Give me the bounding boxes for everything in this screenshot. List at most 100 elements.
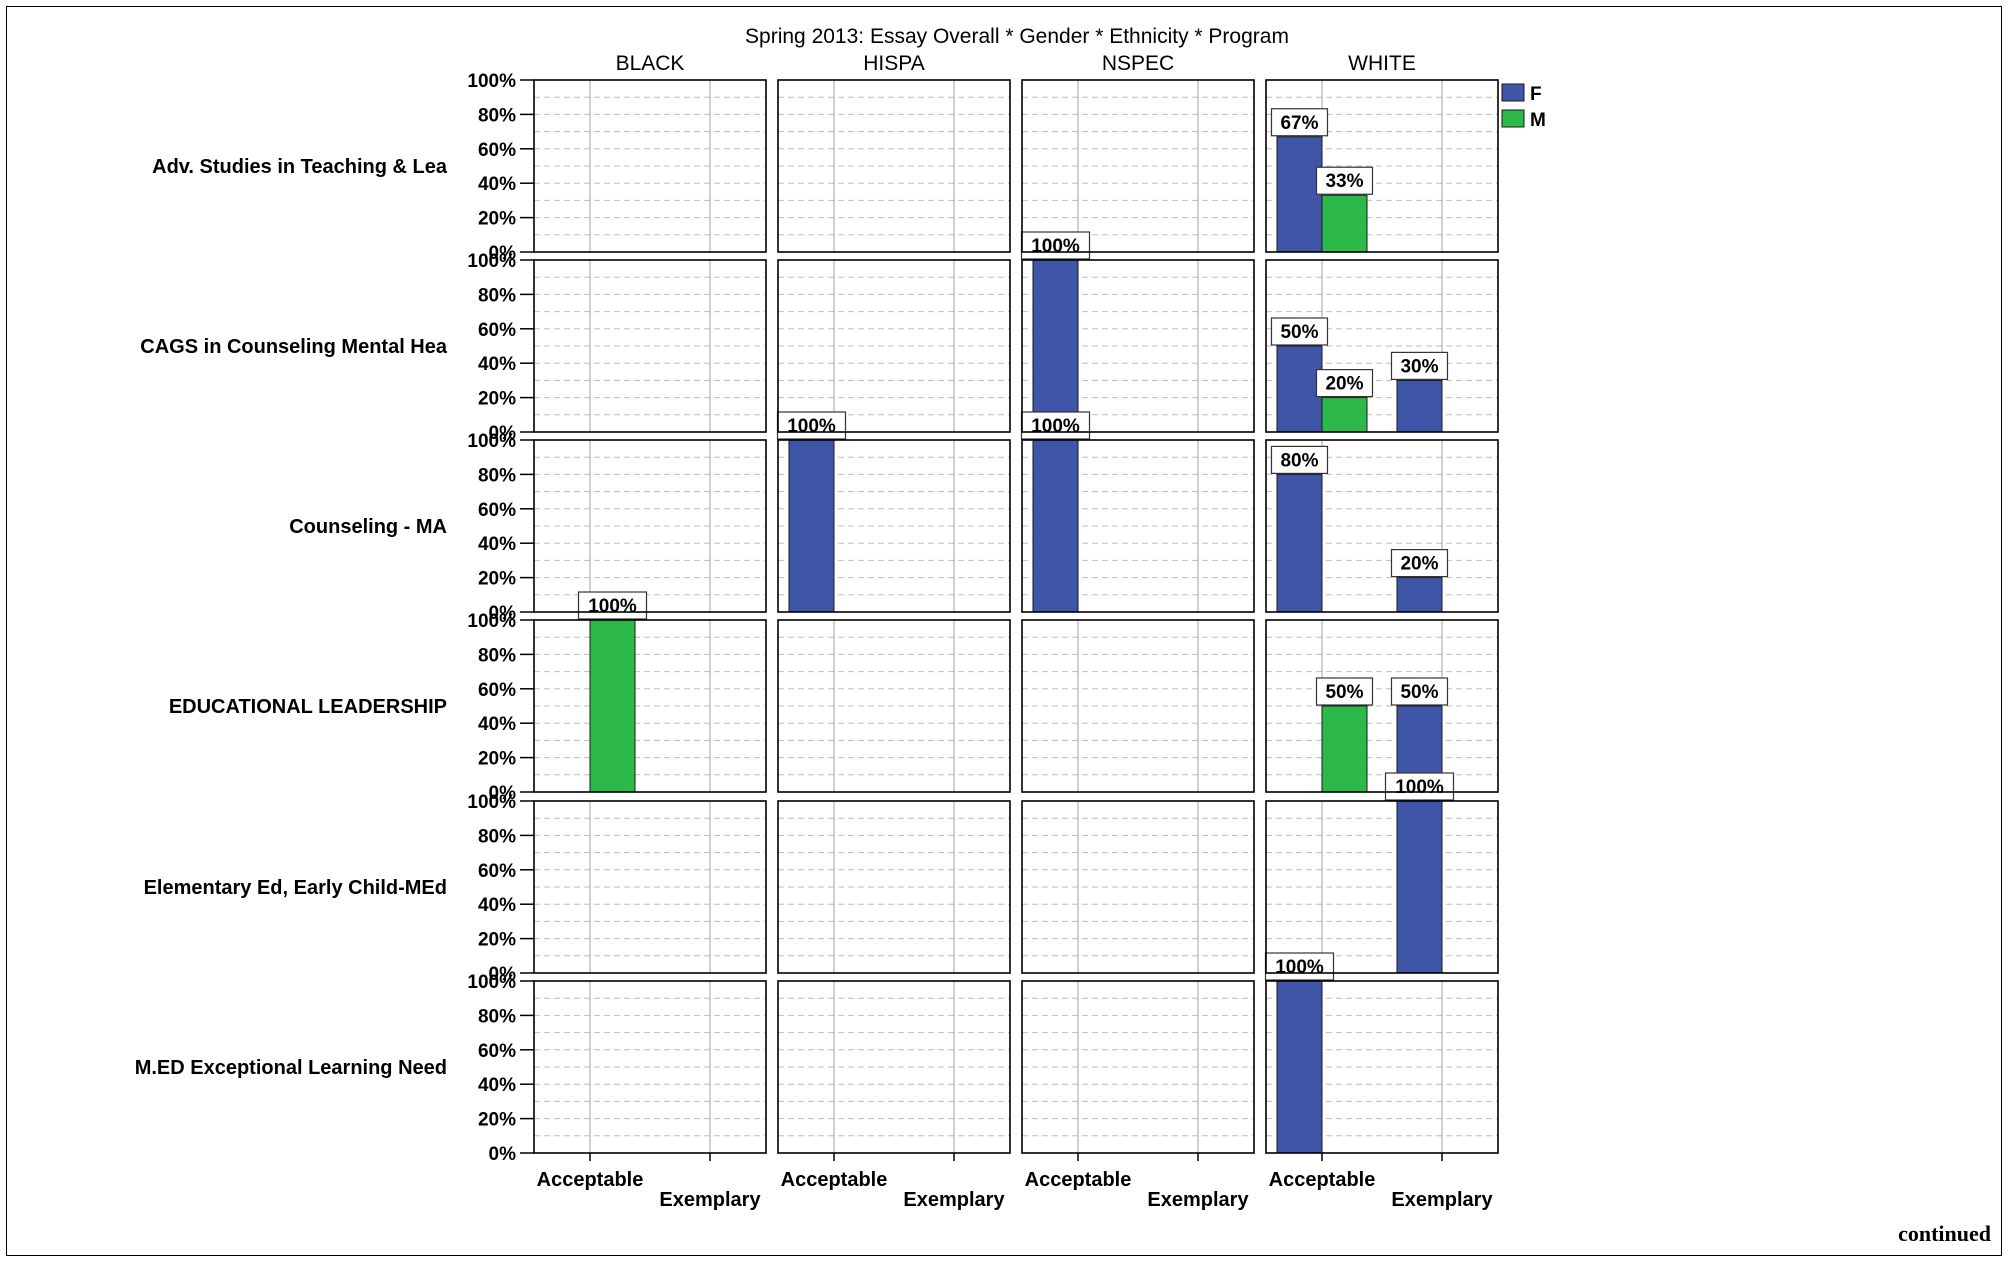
data-label-box xyxy=(1020,411,1091,440)
data-label: 20% xyxy=(1400,554,1438,575)
bar xyxy=(1321,194,1368,253)
bar xyxy=(1276,980,1323,1154)
row-label: M.ED Exceptional Learning Need xyxy=(135,1057,447,1079)
y-tick-label: 40% xyxy=(478,174,516,195)
panel-border xyxy=(1021,439,1255,613)
bar xyxy=(1396,800,1443,974)
data-label-box xyxy=(1270,317,1329,346)
data-label-box xyxy=(1315,369,1374,398)
data-label-box xyxy=(1270,108,1329,137)
panel-border xyxy=(1265,439,1499,613)
row-label: EDUCATIONAL LEADERSHIP xyxy=(169,696,447,718)
panel-border xyxy=(533,439,767,613)
y-tick-label: 0% xyxy=(489,243,517,264)
data-label: 100% xyxy=(1031,416,1080,437)
panel-grid xyxy=(534,80,1498,1153)
y-tick-label: 0% xyxy=(489,423,517,444)
bar xyxy=(1321,705,1368,793)
data-label: 67% xyxy=(1280,113,1318,134)
panel-border xyxy=(1265,980,1499,1154)
data-label-box xyxy=(1270,445,1329,474)
data-label: 20% xyxy=(1325,374,1363,395)
bar xyxy=(1032,259,1079,433)
column-header-hispa: HISPA xyxy=(863,52,924,75)
data-label-box xyxy=(1315,166,1374,195)
row-label: Elementary Ed, Early Child-MEd xyxy=(144,877,447,899)
bar xyxy=(1276,136,1323,253)
data-label: 30% xyxy=(1400,356,1438,377)
legend: FM xyxy=(1501,83,1546,131)
y-tick-label: 40% xyxy=(478,534,516,555)
y-tick-label: 40% xyxy=(478,1075,516,1096)
bar xyxy=(1276,345,1323,433)
data-label: 50% xyxy=(1400,682,1438,703)
data-label: 100% xyxy=(787,416,836,437)
panel-border xyxy=(533,259,767,433)
data-label: 100% xyxy=(1031,236,1080,257)
y-tick-label: 60% xyxy=(478,500,516,521)
y-tick-label: 60% xyxy=(478,861,516,882)
y-tick-label: 80% xyxy=(478,645,516,666)
x-category-label: Acceptable xyxy=(1269,1169,1376,1191)
panel-border xyxy=(1265,800,1499,974)
data-label-box xyxy=(1384,772,1455,801)
y-tick-label: 20% xyxy=(478,1110,516,1131)
x-category-label: Exemplary xyxy=(1391,1189,1493,1211)
data-label-box xyxy=(776,411,847,440)
panel-border xyxy=(533,980,767,1154)
data-label: 100% xyxy=(1275,957,1324,978)
y-tick-label: 40% xyxy=(478,714,516,735)
data-label: 80% xyxy=(1280,450,1318,471)
panel-border xyxy=(533,800,767,974)
data-label-box xyxy=(577,591,648,620)
y-tick-label: 0% xyxy=(489,783,517,804)
data-label-box xyxy=(1390,351,1449,380)
panel-border xyxy=(777,439,1011,613)
panel-border xyxy=(777,79,1011,253)
data-label: 100% xyxy=(1395,777,1444,798)
column-header-black: BLACK xyxy=(616,52,685,75)
panel-border xyxy=(777,800,1011,974)
y-tick-label: 0% xyxy=(489,1144,517,1165)
data-label-box xyxy=(1315,677,1374,706)
data-label-box xyxy=(1264,952,1335,981)
y-tick-label: 60% xyxy=(478,1041,516,1062)
continued-note: continued xyxy=(1898,1221,1991,1246)
row-label: CAGS in Counseling Mental Hea xyxy=(140,336,448,358)
panel-border xyxy=(533,79,767,253)
column-header-nspec: NSPEC xyxy=(1102,52,1174,75)
legend-swatch-f xyxy=(1501,83,1525,102)
page-frame xyxy=(6,6,2002,1256)
bar xyxy=(1032,439,1079,613)
y-tick-label: 20% xyxy=(478,749,516,770)
y-tick-label: 100% xyxy=(467,251,516,272)
x-category-label: Acceptable xyxy=(1025,1169,1132,1191)
y-tick-label: 100% xyxy=(467,611,516,632)
panel-border xyxy=(1265,79,1499,253)
data-label: 100% xyxy=(588,596,637,617)
panel-border xyxy=(777,259,1011,433)
legend-label-f: F xyxy=(1530,84,1542,105)
bar xyxy=(1396,379,1443,433)
y-tick-label: 20% xyxy=(478,569,516,590)
data-label: 50% xyxy=(1280,322,1318,343)
y-tick-label: 0% xyxy=(489,603,517,624)
legend-label-m: M xyxy=(1530,110,1546,131)
panel-border xyxy=(777,980,1011,1154)
y-tick-label: 100% xyxy=(467,792,516,813)
x-category-label: Acceptable xyxy=(781,1169,888,1191)
y-tick-label: 100% xyxy=(467,71,516,92)
y-tick-label: 80% xyxy=(478,285,516,306)
y-tick-label: 40% xyxy=(478,895,516,916)
data-label-box xyxy=(1020,231,1091,260)
data-label: 33% xyxy=(1325,171,1363,192)
data-label-box xyxy=(1390,548,1449,578)
axes-layer: BLACK HISPA NSPEC WHITE Adv. Studies in Teac… xyxy=(135,52,1499,1211)
bar xyxy=(1321,397,1368,433)
y-tick-label: 0% xyxy=(489,964,517,985)
panel-border xyxy=(1021,259,1255,433)
panel-border xyxy=(1021,980,1255,1154)
bar xyxy=(1276,473,1323,613)
panel-border xyxy=(533,619,767,793)
bars-layer: 67% 33% 100% 50% 20% 30% 100% 100% 80% 20% 100% 50%… xyxy=(577,108,1455,1154)
